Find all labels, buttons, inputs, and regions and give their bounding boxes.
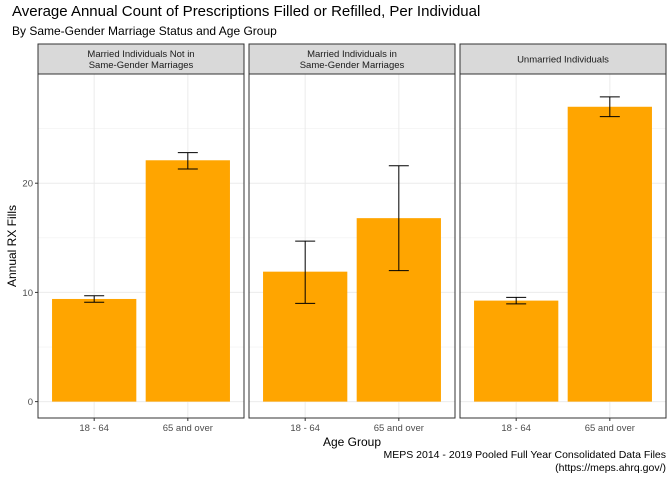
facet-strip-2 bbox=[248, 43, 456, 75]
facet-label-1-line-2: Same-Gender Marriages bbox=[89, 60, 194, 71]
y-tick-label: 20 bbox=[22, 179, 33, 190]
bar-3-2 bbox=[567, 106, 652, 402]
facet-label-2-line-1: Married Individuals in bbox=[307, 49, 397, 60]
y-axis-title: Annual RX Fills bbox=[5, 205, 19, 287]
x-tick-label: 65 and over bbox=[585, 423, 635, 434]
panel-border-2 bbox=[248, 73, 456, 419]
caption-line-1: MEPS 2014 - 2019 Pooled Full Year Consol… bbox=[383, 449, 666, 461]
facet-strip-3 bbox=[459, 43, 667, 75]
chart-caption: MEPS 2014 - 2019 Pooled Full Year Consol… bbox=[383, 449, 666, 475]
x-tick-label: 18 - 64 bbox=[79, 423, 109, 434]
x-tick-label: 65 and over bbox=[163, 423, 213, 434]
facet-label-3-line-1: Unmarried Individuals bbox=[517, 55, 609, 66]
chart-title: Average Annual Count of Prescriptions Fi… bbox=[12, 3, 481, 20]
facet-strip-1 bbox=[37, 43, 245, 75]
x-tick-label: 65 and over bbox=[374, 423, 424, 434]
x-tick-label: 18 - 64 bbox=[290, 423, 320, 434]
facet-label-1-line-1: Married Individuals Not in bbox=[87, 49, 194, 60]
y-tick-label: 0 bbox=[28, 397, 33, 408]
y-tick-label: 10 bbox=[22, 288, 33, 299]
panel-border-3 bbox=[459, 73, 667, 419]
x-tick-label: 18 - 64 bbox=[501, 423, 531, 434]
bar-1-1 bbox=[52, 298, 137, 402]
bar-3-1 bbox=[474, 300, 559, 402]
caption-line-2: (https://meps.ahrq.gov/) bbox=[555, 462, 666, 474]
chart-subtitle: By Same-Gender Marriage Status and Age G… bbox=[12, 24, 277, 38]
panel-border-1 bbox=[37, 73, 245, 419]
bar-1-2 bbox=[145, 160, 230, 402]
facet-label-2-line-2: Same-Gender Marriages bbox=[300, 60, 405, 71]
x-axis-title: Age Group bbox=[323, 435, 381, 449]
